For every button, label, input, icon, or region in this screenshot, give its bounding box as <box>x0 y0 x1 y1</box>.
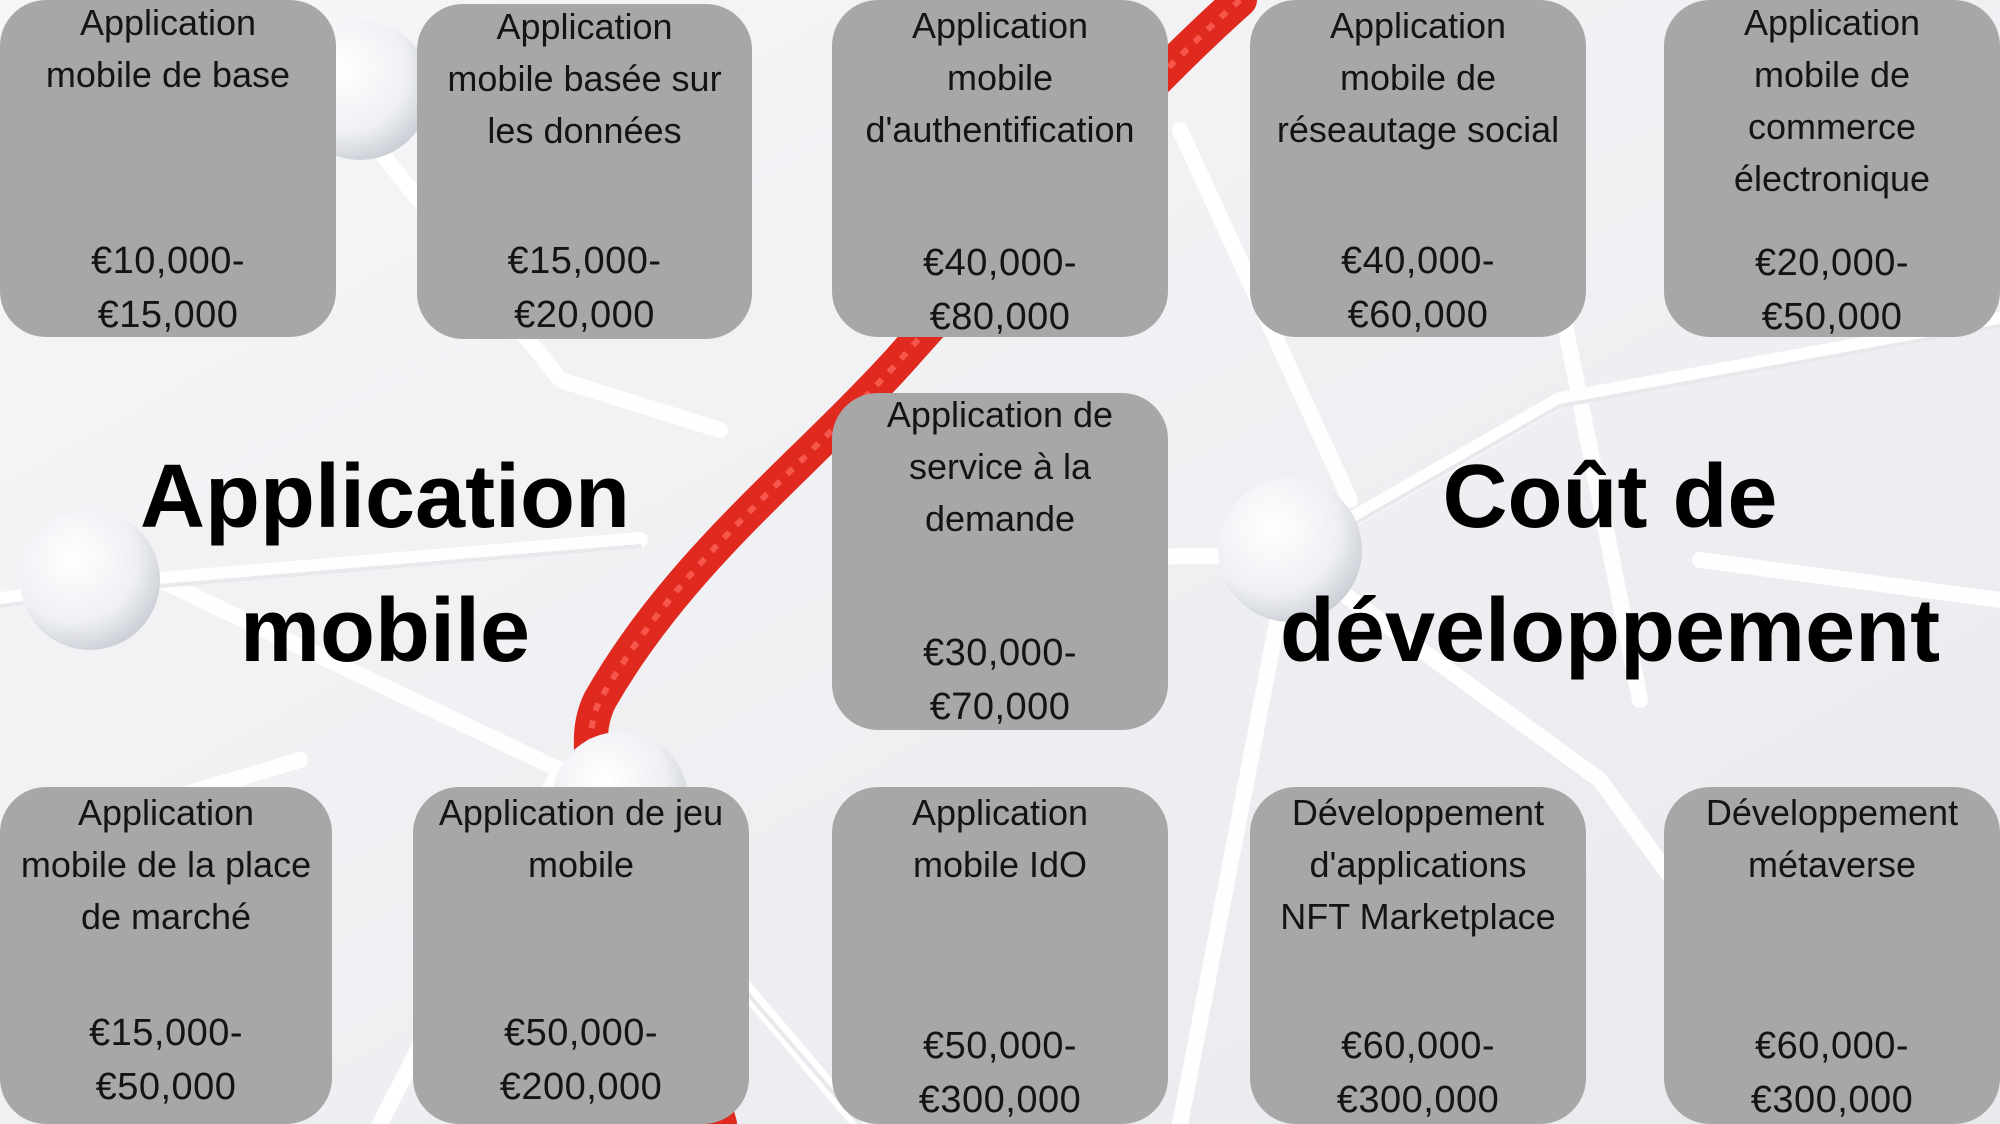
card-title: Application de service à la demande <box>886 394 1114 539</box>
heading-right: Coût de développement <box>1279 447 1941 681</box>
card-price: €10,000- €15,000 <box>90 240 245 336</box>
cost-card-commerce: Application mobile de commerce électroni… <box>1664 0 2000 337</box>
card-price: €50,000- €200,000 <box>499 1012 663 1108</box>
card-price: €50,000- €300,000 <box>918 1025 1082 1121</box>
cost-card-reseautage: Application mobile de réseautage social … <box>1250 0 1586 337</box>
card-title: Application mobile d'authentification <box>865 5 1135 150</box>
cost-card-authentification: Application mobile d'authentification €4… <box>832 0 1168 337</box>
card-price: €20,000- €50,000 <box>1754 242 1909 337</box>
card-title: Application mobile de commerce électroni… <box>1733 2 1931 199</box>
cost-card-base: Application mobile de base €10,000- €15,… <box>0 0 336 337</box>
cost-card-marche: Application mobile de la place de marché… <box>0 787 332 1124</box>
cost-card-nft: Développement d'applications NFT Marketp… <box>1250 787 1586 1124</box>
card-title: Application de jeu mobile <box>438 792 724 885</box>
card-price: €15,000- €50,000 <box>88 1012 243 1108</box>
card-price: €40,000- €60,000 <box>1340 240 1495 336</box>
card-title: Développement d'applications NFT Marketp… <box>1280 792 1556 937</box>
card-title: Application mobile de réseautage social <box>1276 5 1560 150</box>
card-price: €60,000- €300,000 <box>1750 1025 1914 1121</box>
card-title: Application mobile basée sur les données <box>447 6 722 151</box>
cost-card-service: Application de service à la demande €30,… <box>832 393 1168 730</box>
card-title: Application mobile IdO <box>911 792 1089 885</box>
card-price: €15,000- €20,000 <box>507 240 662 336</box>
cost-card-jeu: Application de jeu mobile €50,000- €200,… <box>413 787 749 1124</box>
card-title: Application mobile de base <box>45 2 291 95</box>
card-price: €30,000- €70,000 <box>922 632 1077 728</box>
heading-left: Application mobile <box>140 447 630 681</box>
cost-card-donnees: Application mobile basée sur les données… <box>417 4 752 339</box>
cost-card-metaverse: Développement métaverse €60,000- €300,00… <box>1664 787 2000 1124</box>
card-title: Application mobile de la place de marché <box>20 792 312 937</box>
card-title: Développement métaverse <box>1705 792 1959 885</box>
card-price: €40,000- €80,000 <box>922 242 1077 337</box>
cost-card-ido: Application mobile IdO €50,000- €300,000 <box>832 787 1168 1124</box>
card-price: €60,000- €300,000 <box>1336 1025 1500 1121</box>
